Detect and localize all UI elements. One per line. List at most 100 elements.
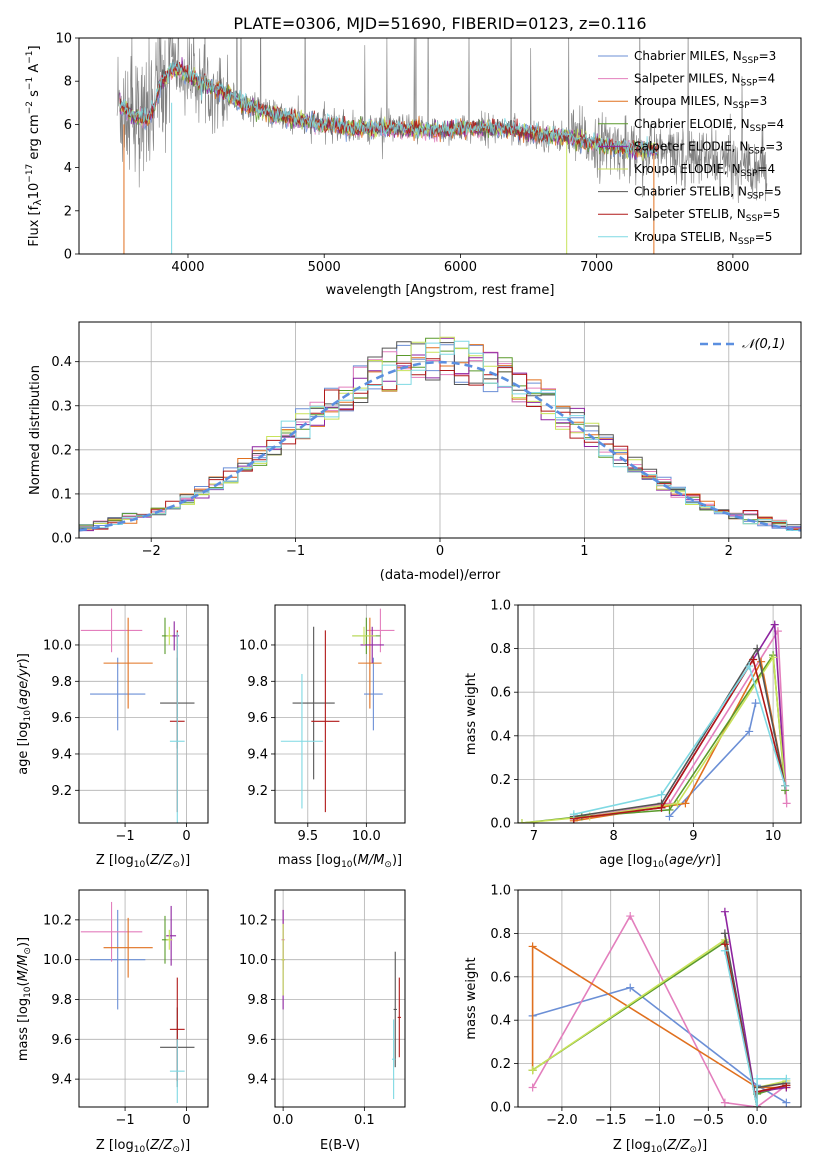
legend-entry: Chabrier ELODIE, NSSP=4: [634, 117, 784, 134]
weight-marker: [665, 805, 674, 814]
x-tick-label: −1: [286, 544, 305, 559]
x-axis-label: mass [log10(M/M⊙)]: [278, 853, 402, 870]
weight-marker: [769, 653, 778, 662]
y-axis-label: Normed distribution: [28, 365, 43, 495]
x-tick-label: 4000: [171, 260, 204, 275]
legend-entry: Kroupa ELODIE, NSSP=4: [634, 162, 775, 179]
y-tick-label: 9.2: [247, 784, 268, 799]
y-axis-label: Flux [fλ10−17 erg cm−2 s−1 A−1]: [25, 45, 44, 246]
x-tick-label: 8: [610, 829, 618, 844]
y-axis-label: mass weight: [464, 673, 479, 755]
weight-marker: [745, 727, 754, 736]
axes-frame: [274, 604, 406, 824]
weight-marker: [673, 799, 682, 808]
x-tick-label: 6000: [444, 260, 477, 275]
y-tick-label: 9.2: [51, 784, 72, 799]
y-tick-label: 9.4: [51, 747, 72, 762]
axes-frame: [274, 889, 406, 1108]
x-axis-label: wavelength [Angstrom, rest frame]: [326, 283, 555, 298]
x-axis-label: age [log10(age/yr)]: [599, 853, 721, 870]
weight-line-2: [531, 944, 787, 1089]
histogram-8: [79, 340, 801, 538]
y-axis-label: mass weight: [464, 957, 479, 1039]
weight-marker: [720, 907, 729, 916]
y-axis-label: mass [log10(M/M⊙)]: [16, 937, 33, 1061]
y-tick-label: 0.4: [490, 1014, 511, 1029]
axes-residuals: −2 −1 0 1 2 0.0 0.1 0.2 0.3 0.4 (data-model)/error…: [28, 321, 802, 583]
weight-marker: [528, 1083, 537, 1092]
x-tick-label: 7000: [580, 260, 613, 275]
weight-marker: [528, 942, 537, 951]
model-spectrum-4: [119, 57, 659, 161]
plot-area: [281, 909, 401, 1100]
weight-marker: [782, 1074, 791, 1083]
y-tick-label: 6: [64, 118, 72, 133]
x-tick-label: 2: [725, 544, 733, 559]
y-tick-label: 0.3: [51, 399, 72, 414]
normal-curve: [79, 360, 801, 532]
y-tick-label: 0.4: [51, 355, 72, 370]
axes-frame: [517, 604, 802, 824]
axes-frame: [78, 604, 209, 824]
axes-weight_vs_Z: −2.0 −1.5 −1.0 −0.5 0.0 0.0 0.2 0.4 0.6 0.8 1.0 mas…: [464, 884, 802, 1155]
x-axis-label: E(B-V): [320, 1138, 360, 1153]
weight-marker: [753, 1103, 762, 1107]
weight-marker: [528, 1066, 537, 1075]
x-tick-label: 9.5: [297, 829, 318, 844]
y-tick-label: 4: [64, 161, 72, 176]
plot-area: [280, 608, 395, 813]
legend-entry: Chabrier MILES, NSSP=3: [634, 49, 776, 66]
weight-marker: [770, 620, 779, 629]
weight-marker: [781, 781, 790, 790]
weight-marker: [751, 699, 760, 708]
y-tick-label: 8: [64, 75, 72, 90]
y-tick-label: 1.0: [490, 599, 511, 614]
x-tick-label: 10: [765, 829, 782, 844]
weight-marker: [626, 912, 635, 921]
y-tick-label: 0.0: [490, 817, 511, 832]
legend-entry: Kroupa MILES, NSSP=3: [634, 94, 767, 111]
weight-line-8: [724, 950, 787, 1107]
y-tick-label: 0.2: [490, 773, 511, 788]
y-tick-label: 9.8: [247, 675, 268, 690]
weight-line-7: [573, 657, 786, 820]
x-tick-label: 0: [182, 1113, 190, 1128]
y-tick-label: 9.6: [51, 1033, 72, 1048]
x-tick-label: −1: [115, 829, 134, 844]
legend-entry: 𝒩(0,1): [742, 337, 785, 352]
x-tick-label: 0.0: [747, 1113, 768, 1128]
x-tick-label: −2: [142, 544, 161, 559]
axes-frame: [78, 889, 209, 1108]
x-tick-label: −1.0: [644, 1113, 676, 1128]
y-tick-label: 10.2: [239, 913, 268, 928]
y-tick-label: 1.0: [490, 884, 511, 899]
weight-marker: [720, 946, 729, 955]
axes-age_vs_mass: 9.5 10.0 9.2 9.4 9.6 9.8 10.0 mass [log10(M/M⊙)…: [239, 604, 406, 870]
weight-marker: [720, 929, 729, 938]
y-tick-label: 10.0: [239, 953, 268, 968]
x-tick-label: 0.0: [273, 1113, 294, 1128]
x-tick-label: 9: [689, 829, 697, 844]
weight-marker: [569, 810, 578, 819]
figure-title: PLATE=0306, MJD=51690, FIBERID=0123, z=0…: [233, 14, 646, 33]
y-tick-label: 0.1: [51, 487, 72, 502]
y-tick-label: 0.8: [490, 642, 511, 657]
legend-entry: Salpeter STELIB, NSSP=5: [634, 207, 780, 224]
y-tick-label: 10.2: [43, 913, 72, 928]
x-tick-label: −1.5: [595, 1113, 627, 1128]
y-tick-label: 0.0: [51, 532, 72, 547]
x-tick-label: 0: [182, 829, 190, 844]
y-tick-label: 9.4: [247, 1073, 268, 1088]
y-tick-label: 0.0: [490, 1101, 511, 1116]
plot-area: [116, 38, 768, 254]
y-tick-label: 0.2: [51, 443, 72, 458]
model-spectrum-8: [119, 61, 658, 157]
weight-marker: [518, 819, 526, 823]
plot-area: [80, 608, 195, 823]
y-tick-label: 0: [64, 248, 72, 263]
weight-marker: [753, 1074, 762, 1083]
weight-marker: [749, 655, 758, 664]
plot-area: [518, 620, 791, 823]
axes-age_vs_Z: −1 0 9.2 9.4 9.6 9.8 10.0 Z [log10(Z/Z⊙)] age [l…: [16, 604, 209, 870]
y-tick-label: 9.6: [247, 1033, 268, 1048]
